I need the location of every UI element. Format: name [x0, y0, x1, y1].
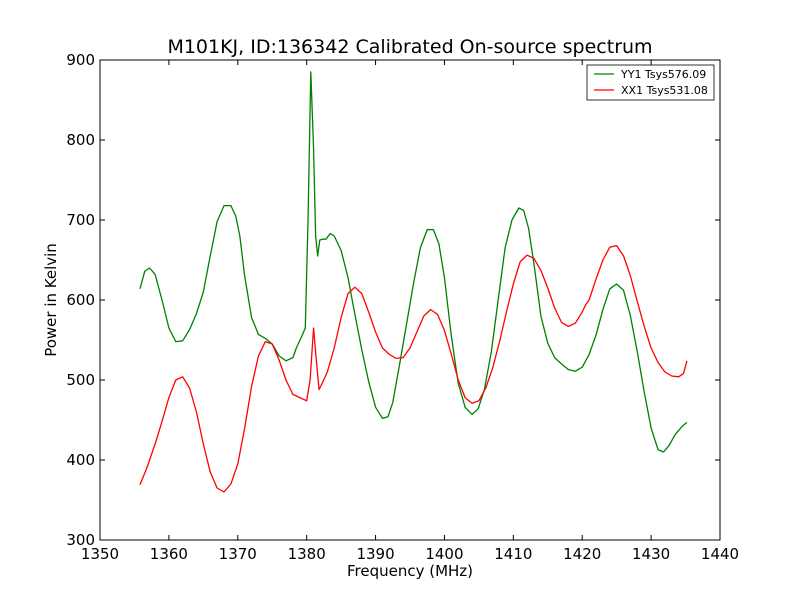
legend-label-xx1: XX1 Tsys531.08 — [621, 84, 708, 97]
x-tick-label: 1440 — [701, 545, 739, 563]
x-tick-label: 1430 — [632, 545, 670, 563]
series-line-xx1 — [139, 244, 688, 493]
legend-box — [586, 64, 715, 101]
y-tick-label: 500 — [66, 371, 95, 389]
x-tick-label: 1400 — [425, 545, 463, 563]
y-tick-label: 900 — [66, 51, 95, 69]
plot-area — [139, 71, 688, 493]
x-tick-label: 1420 — [563, 545, 601, 563]
y-tick-label: 800 — [66, 131, 95, 149]
x-tick-label: 1390 — [356, 545, 394, 563]
y-tick-label: 300 — [66, 531, 95, 549]
axis-ticks: 1350 1360 1370 1380 1390 1400 1410 1420 1430 1440… — [66, 51, 739, 563]
x-axis-label: Frequency (MHz) — [347, 562, 473, 580]
y-axis-label: Power in Kelvin — [42, 243, 60, 357]
y-tick-label: 700 — [66, 211, 95, 229]
legend-label-yy1: YY1 Tsys576.09 — [620, 68, 706, 81]
x-tick-label: 1410 — [494, 545, 532, 563]
y-tick-label: 400 — [66, 451, 95, 469]
x-tick-label: 1360 — [150, 545, 188, 563]
x-tick-label: 1350 — [81, 545, 119, 563]
y-tick-label: 600 — [66, 291, 95, 309]
legend: YY1 Tsys576.09 XX1 Tsys531.08 — [586, 64, 715, 101]
chart-title: M101KJ, ID:136342 Calibrated On-source s… — [167, 36, 652, 58]
x-tick-label: 1370 — [219, 545, 257, 563]
plot-frame — [99, 59, 721, 541]
x-tick-label: 1380 — [288, 545, 326, 563]
series-line-yy1 — [139, 71, 688, 453]
